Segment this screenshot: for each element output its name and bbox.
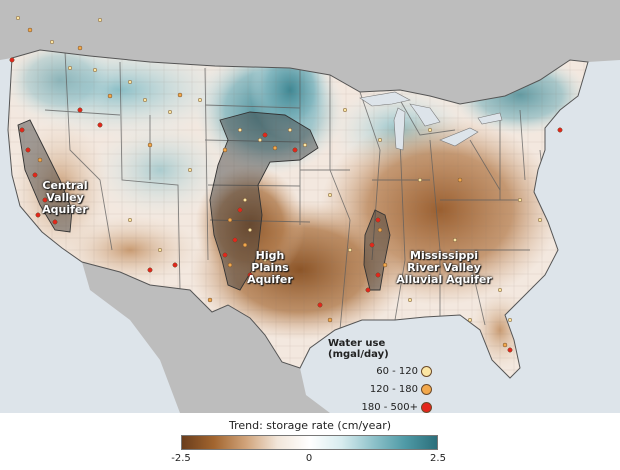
high-plains-aquifer-outline [209, 111, 319, 291]
label-line: Aquifer [247, 273, 293, 286]
aquifer-outlines [17, 111, 391, 291]
legend-swatch-red-dot [421, 402, 432, 413]
dots-60-120 [15, 15, 543, 323]
legend-label: 180 - 500+ [361, 402, 418, 413]
us-map [0, 0, 620, 413]
tick-label-min: -2.5 [171, 453, 191, 464]
central-valley-aquifer-outline [17, 119, 73, 233]
mississippi-aquifer-label: Mississippi River Valley Alluvial Aquife… [388, 250, 500, 286]
label-line: Mississippi [410, 249, 478, 262]
us-outline [7, 49, 589, 379]
trend-gradient-bar [181, 435, 438, 450]
tick-label-max: 2.5 [430, 453, 446, 464]
trend-color-scale: Trend: storage rate (cm/year) -2.5 0 2.5 [0, 413, 620, 470]
water-use-legend: Water use (mgal/day) 60 - 120 120 - 180 … [320, 338, 440, 418]
great-lakes [359, 91, 503, 151]
label-line: Plains [251, 261, 289, 274]
legend-label: 120 - 180 [369, 384, 418, 395]
canada-landmass [0, 0, 620, 104]
label-line: Alluvial Aquifer [396, 273, 492, 286]
label-line: High [255, 249, 285, 262]
legend-row-180-500: 180 - 500+ [320, 400, 440, 418]
label-line: River Valley [407, 261, 481, 274]
legend-row-60-120: 60 - 120 [320, 364, 440, 382]
dots-120-180 [27, 27, 508, 348]
high-plains-aquifer-label: High Plains Aquifer [232, 250, 308, 286]
legend-swatch-orange-dot [421, 384, 432, 395]
trend-scale-title: Trend: storage rate (cm/year) [228, 419, 392, 432]
mississippi-aquifer-outline [363, 209, 391, 291]
legend-row-120-180: 120 - 180 [320, 382, 440, 400]
water-use-dots [9, 15, 563, 353]
mexico-landmass [82, 262, 330, 413]
legend-swatch-light-dot [421, 366, 432, 377]
tick-label-zero: 0 [305, 453, 313, 464]
label-line: Valley [46, 191, 84, 204]
label-line: Aquifer [42, 203, 88, 216]
water-use-legend-title: Water use (mgal/day) [328, 338, 389, 360]
central-valley-aquifer-label: Central Valley Aquifer [30, 180, 100, 216]
dots-180-500 [9, 57, 563, 353]
legend-label: 60 - 120 [376, 366, 418, 377]
label-line: Central [42, 179, 88, 192]
